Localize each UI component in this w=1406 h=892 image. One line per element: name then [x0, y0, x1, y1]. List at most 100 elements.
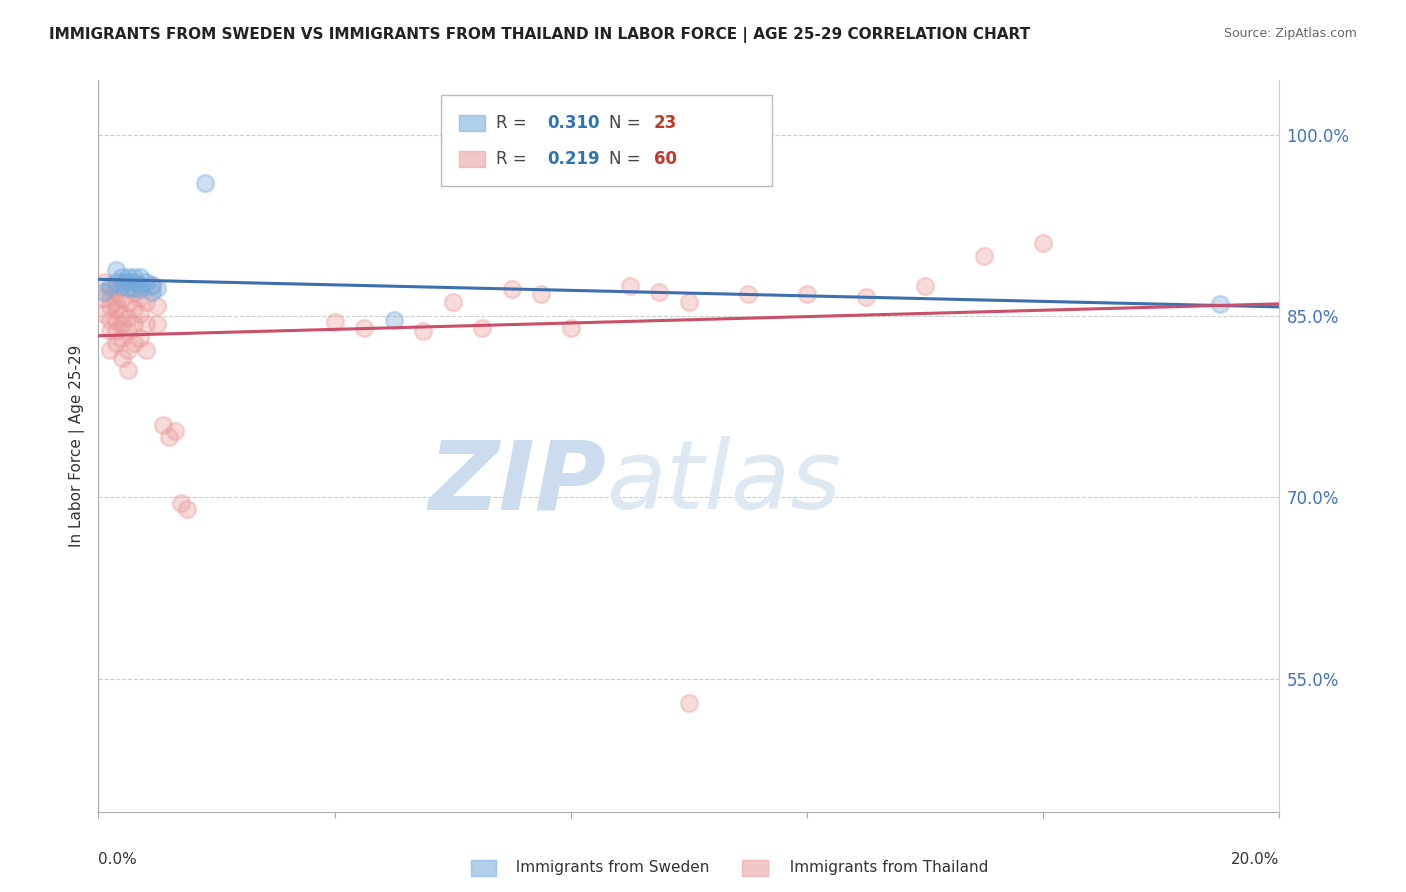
Point	[530, 287, 553, 301]
Point	[353, 321, 375, 335]
Point	[111, 278, 134, 293]
Text: Source: ZipAtlas.com: Source: ZipAtlas.com	[1223, 27, 1357, 40]
Point	[105, 282, 128, 296]
Point	[122, 275, 145, 289]
Point	[170, 496, 193, 510]
Point	[117, 311, 139, 326]
Point	[117, 294, 139, 309]
Point	[128, 277, 150, 292]
Point	[1032, 236, 1054, 251]
Point	[141, 285, 163, 299]
FancyBboxPatch shape	[458, 152, 485, 168]
Point	[111, 270, 134, 285]
Text: R =: R =	[496, 150, 533, 168]
Text: Immigrants from Thailand: Immigrants from Thailand	[780, 860, 988, 874]
Text: IMMIGRANTS FROM SWEDEN VS IMMIGRANTS FROM THAILAND IN LABOR FORCE | AGE 25-29 CO: IMMIGRANTS FROM SWEDEN VS IMMIGRANTS FRO…	[49, 27, 1031, 43]
Point	[914, 278, 936, 293]
Text: N =: N =	[609, 113, 645, 132]
Point	[122, 270, 145, 285]
Point	[111, 307, 134, 321]
Text: R =: R =	[496, 113, 533, 132]
Y-axis label: In Labor Force | Age 25-29: In Labor Force | Age 25-29	[69, 345, 84, 547]
Point	[146, 281, 169, 295]
Point	[111, 351, 134, 366]
Point	[111, 275, 134, 289]
Text: Immigrants from Sweden: Immigrants from Sweden	[506, 860, 710, 874]
Text: atlas: atlas	[606, 436, 841, 529]
Point	[98, 324, 121, 338]
Point	[117, 343, 139, 357]
Point	[128, 270, 150, 285]
Point	[98, 282, 121, 296]
Text: 23: 23	[654, 113, 676, 132]
Point	[98, 299, 121, 313]
Point	[135, 318, 157, 332]
Point	[441, 294, 464, 309]
Point	[105, 324, 128, 338]
Point	[141, 278, 163, 293]
Point	[122, 281, 145, 295]
Point	[135, 294, 157, 309]
Point	[135, 343, 157, 357]
Point	[105, 263, 128, 277]
Point	[141, 277, 163, 292]
Point	[678, 696, 700, 710]
Point	[117, 281, 139, 295]
Point	[560, 321, 582, 335]
Point	[128, 291, 150, 305]
Point	[619, 278, 641, 293]
Point	[648, 285, 671, 299]
FancyBboxPatch shape	[458, 115, 485, 131]
Point	[128, 282, 150, 296]
Point	[98, 312, 121, 326]
Point	[117, 275, 139, 289]
Point	[412, 324, 434, 338]
Point	[135, 275, 157, 289]
Point	[122, 335, 145, 350]
Point	[501, 282, 523, 296]
Text: 0.310: 0.310	[547, 113, 600, 132]
Text: ZIP: ZIP	[429, 436, 606, 529]
Point	[93, 291, 115, 305]
Text: N =: N =	[609, 150, 645, 168]
Text: 0.219: 0.219	[547, 150, 600, 168]
Point	[1209, 297, 1232, 311]
Point	[737, 287, 759, 301]
Point	[678, 294, 700, 309]
Point	[323, 315, 346, 329]
Text: 0.0%: 0.0%	[98, 852, 138, 867]
Point	[382, 312, 405, 326]
Point	[973, 249, 995, 263]
Point	[146, 318, 169, 332]
Point	[157, 430, 180, 444]
Point	[176, 502, 198, 516]
Point	[152, 417, 174, 432]
Point	[105, 335, 128, 350]
Point	[117, 363, 139, 377]
Point	[122, 301, 145, 316]
Text: 60: 60	[654, 150, 676, 168]
Point	[93, 285, 115, 299]
Point	[111, 318, 134, 332]
Point	[105, 294, 128, 309]
Point	[122, 285, 145, 299]
Point	[111, 291, 134, 305]
Point	[98, 278, 121, 293]
Point	[146, 299, 169, 313]
Point	[128, 307, 150, 321]
Point	[194, 176, 217, 190]
Point	[93, 307, 115, 321]
Point	[471, 321, 494, 335]
FancyBboxPatch shape	[441, 95, 772, 186]
Point	[111, 331, 134, 345]
Point	[105, 312, 128, 326]
Point	[93, 275, 115, 289]
Point	[165, 424, 187, 438]
Point	[98, 291, 121, 305]
Text: 20.0%: 20.0%	[1232, 852, 1279, 867]
Point	[128, 331, 150, 345]
Point	[117, 324, 139, 338]
Point	[117, 270, 139, 285]
Point	[855, 290, 877, 304]
Point	[796, 287, 818, 301]
